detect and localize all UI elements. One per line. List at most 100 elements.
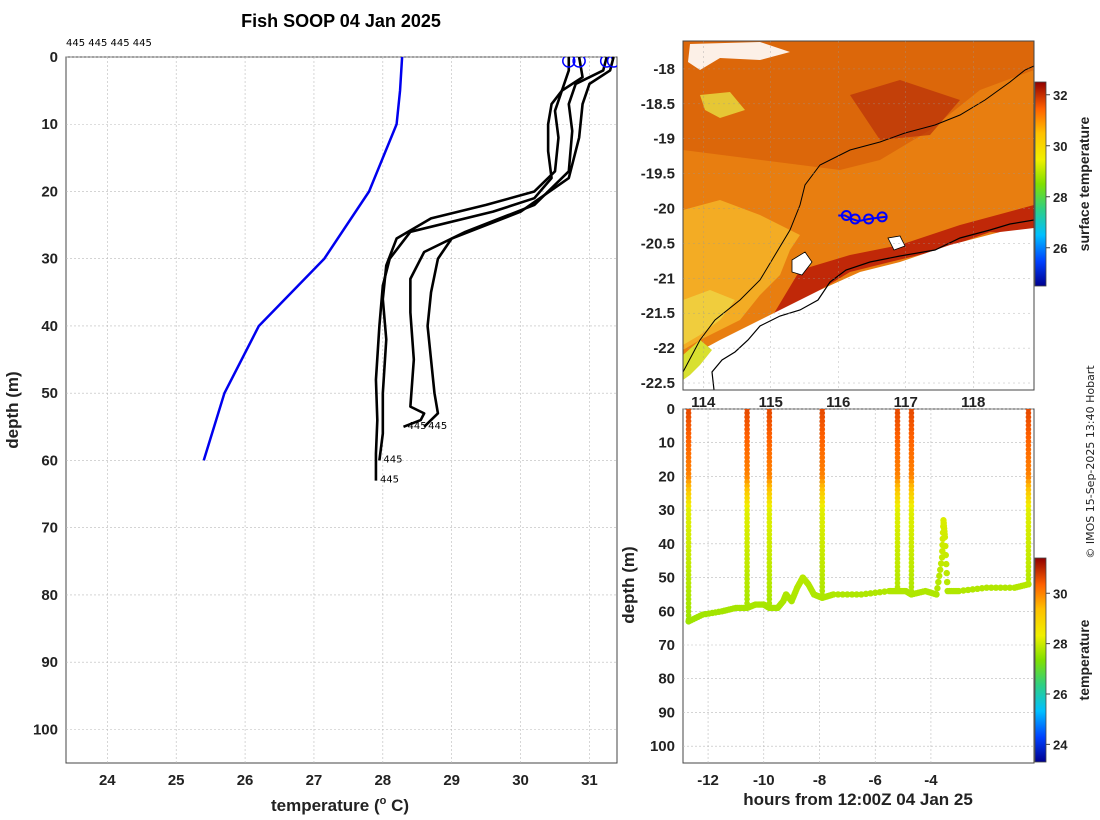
section-cast-point <box>1025 551 1032 558</box>
section-cast-point <box>685 612 692 619</box>
profile-y-axis-label: depth (m) <box>3 371 22 448</box>
section-cast-point <box>1025 410 1032 416</box>
section-cast-point <box>744 466 750 473</box>
section-cast-point <box>1025 450 1032 457</box>
profile-x-tick-label: 28 <box>374 772 391 789</box>
ship-profile-marker <box>849 213 861 225</box>
section-cast-point <box>819 572 826 578</box>
section-cast-point <box>908 495 915 501</box>
section-cast-point <box>819 479 826 485</box>
section-cast-point <box>766 580 773 586</box>
section-cast-point <box>766 438 773 445</box>
section-colorbar <box>1034 557 1047 763</box>
section-cast-point <box>744 511 750 517</box>
profile-x-tick-label: 31 <box>581 772 598 789</box>
section-cast-point <box>908 572 915 578</box>
section-cast-point <box>766 576 773 582</box>
map-lat-tick-label: -19 <box>653 131 675 148</box>
section-cast-point <box>819 547 826 554</box>
map-lat-tick-label: -18 <box>653 61 675 78</box>
section-cast-point <box>819 418 826 424</box>
section-cast-point <box>819 568 826 574</box>
section-y-axis-label: depth (m) <box>619 546 638 623</box>
section-cast-point <box>744 470 750 477</box>
section-bottom-point <box>969 586 976 593</box>
section-cast-point <box>766 410 773 416</box>
section-cast-point <box>1025 499 1032 505</box>
section-cast-point <box>766 604 773 611</box>
section-ticks: -12 -10 -8 -6 -4 0 10 20 30 40 50 60 70 80 90 100 <box>650 401 938 789</box>
section-cast-point <box>1025 503 1032 509</box>
section-cast-point <box>819 499 826 505</box>
section-cast-point <box>766 466 773 473</box>
section-cast-point <box>819 580 826 586</box>
section-cast-point <box>894 515 901 522</box>
section-cast-point <box>766 446 773 453</box>
section-cast-point <box>908 519 915 526</box>
profile-y-tick-label: 50 <box>41 385 58 402</box>
section-cast-point <box>685 466 692 473</box>
section-colorbar-tick-label: 26 <box>1053 687 1067 702</box>
section-cast-point <box>1025 426 1032 433</box>
section-cast-point <box>908 434 915 441</box>
section-y-tick-label: 70 <box>658 637 675 654</box>
section-cast-point <box>908 418 915 424</box>
section-cast-point <box>766 458 773 465</box>
section-cast-point <box>744 555 750 562</box>
section-cast-point <box>1025 547 1032 554</box>
section-cast-point <box>894 568 901 574</box>
section-cast-point <box>908 580 915 586</box>
section-x-tick-label: -12 <box>697 772 719 789</box>
section-cast-point <box>894 483 901 489</box>
section-cast-point <box>744 535 750 542</box>
section-cast-point <box>1025 483 1032 489</box>
profile-y-tick-label: 40 <box>41 318 58 335</box>
section-cast-point <box>1025 527 1032 534</box>
ship-track <box>838 210 888 225</box>
map-colorbar-ticks: 26 28 30 32 <box>1046 88 1067 256</box>
section-cast-point <box>766 519 773 526</box>
section-cast-point <box>766 442 773 449</box>
section-bottom-point <box>1002 584 1009 591</box>
section-bottom-point <box>992 584 1000 591</box>
section-cast-point <box>685 515 692 522</box>
section-cast-point <box>1025 491 1032 497</box>
section-cast-point <box>685 584 692 590</box>
section-cast-point <box>894 458 901 465</box>
section-cast-point <box>744 479 750 485</box>
section-cast-point <box>744 491 750 497</box>
section-cast-point <box>766 563 773 570</box>
section-cast-point <box>894 410 901 416</box>
section-cast-point <box>685 555 692 562</box>
section-cast-point <box>744 442 750 449</box>
section-cast-point <box>685 539 692 546</box>
section-cast-point <box>1025 531 1032 538</box>
section-cast-point <box>908 491 915 497</box>
profile-x-tick-label: 26 <box>237 772 254 789</box>
section-cast-point <box>685 559 692 566</box>
section-y-tick-label: 0 <box>667 401 675 418</box>
map-panel: 114 115 116 117 118 -18 -18.5 -19 -19.5 -20 -20.5 -… <box>641 40 1092 411</box>
section-cast-point <box>819 576 826 582</box>
section-cast-point <box>819 430 826 437</box>
section-cast-point <box>894 580 901 586</box>
section-cast-point <box>766 454 773 461</box>
section-cast-point <box>766 511 773 517</box>
section-cast-point <box>766 555 773 562</box>
section-cast-point <box>766 462 773 469</box>
section-cast-point <box>744 547 750 554</box>
section-cast-point <box>894 584 901 590</box>
section-cast-point <box>819 531 826 538</box>
section-cast-point <box>894 430 901 437</box>
section-cast-point <box>744 446 750 453</box>
section-cast-point <box>1025 487 1032 493</box>
section-cast-point <box>1025 438 1032 445</box>
section-cast-point <box>894 535 901 542</box>
map-ticks: 114 115 116 117 118 -18 -18.5 -19 -19.5 -20 -20.5 -… <box>641 61 986 411</box>
section-cast-point <box>685 462 692 469</box>
section-cast-point <box>744 438 750 445</box>
section-cast-point <box>685 495 692 501</box>
section-cast-point <box>908 515 915 522</box>
profile-y-tick-label: 60 <box>41 452 58 469</box>
